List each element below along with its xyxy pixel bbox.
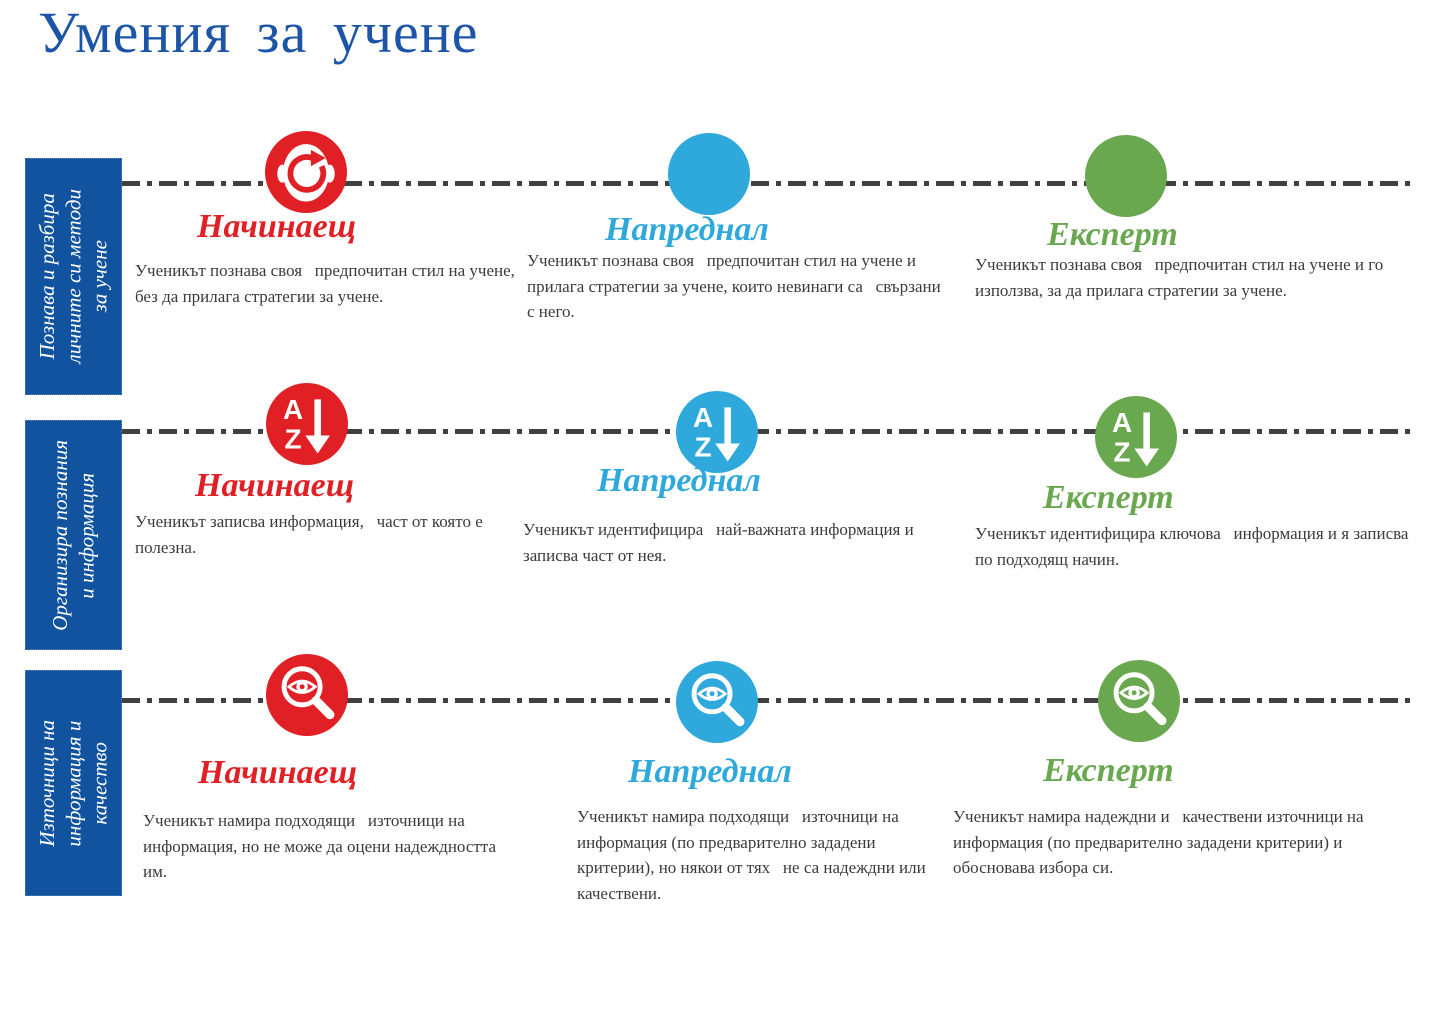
svg-text:Z: Z [695, 432, 712, 463]
level-description: Ученикът познава своя предпочитан стил н… [527, 251, 941, 321]
timeline-line [122, 429, 1410, 434]
svg-text:A: A [693, 402, 713, 433]
head-refresh-icon [265, 131, 347, 213]
category-label: Организира познания и информация [48, 439, 99, 631]
category-label: Познава и разбира личните си методи за у… [35, 189, 112, 364]
category-box-information-sources: Източници на информация и качество [25, 670, 122, 896]
level-title: Напреднал [597, 462, 761, 499]
level-description: Ученикът идентифицира ключова информация… [975, 524, 1409, 569]
level-description: Ученикът познава своя предпочитан стил н… [975, 255, 1384, 300]
category-box-learning-methods: Познава и разбира личните си методи за у… [25, 158, 122, 395]
level-title: Експерт [1043, 479, 1174, 516]
search-eye-icon [266, 654, 348, 736]
timeline-line [122, 181, 1410, 186]
sort-az-icon: A Z [266, 383, 348, 465]
category-box-organizes-information: Организира познания и информация [25, 420, 122, 650]
svg-text:Z: Z [1114, 437, 1131, 468]
level-description: Ученикът идентифицира най-важната информ… [523, 520, 914, 565]
level-title: Начинаещ [198, 754, 358, 791]
plain-circle-icon [668, 133, 750, 215]
category-label: Източници на информация и качество [35, 719, 112, 847]
level-description: Ученикът познава своя предпочитан стил н… [135, 261, 515, 306]
plain-circle-icon [1085, 135, 1167, 217]
level-description: Ученикът намира подходящи източници на и… [577, 807, 926, 903]
level-title: Напреднал [628, 753, 792, 790]
level-title: Начинаещ [195, 467, 355, 504]
sort-az-icon: A Z [676, 391, 758, 473]
level-description: Ученикът намира подходящи източници на и… [143, 811, 496, 881]
level-title: Начинаещ [197, 208, 357, 245]
level-title: Експерт [1047, 216, 1178, 253]
level-description: Ученикът намира надеждни и качествени из… [953, 807, 1364, 877]
timeline-line [122, 698, 1410, 703]
svg-text:Z: Z [285, 424, 302, 455]
level-description: Ученикът записва информация, част от коя… [135, 512, 483, 557]
level-title: Напреднал [605, 211, 769, 248]
svg-text:A: A [1112, 407, 1132, 438]
sort-az-icon: A Z [1095, 396, 1177, 478]
search-eye-icon [1098, 660, 1180, 742]
page-title: Умения за учене [38, 0, 479, 65]
search-eye-icon [676, 661, 758, 743]
svg-text:A: A [283, 394, 303, 425]
level-title: Експерт [1043, 752, 1174, 789]
